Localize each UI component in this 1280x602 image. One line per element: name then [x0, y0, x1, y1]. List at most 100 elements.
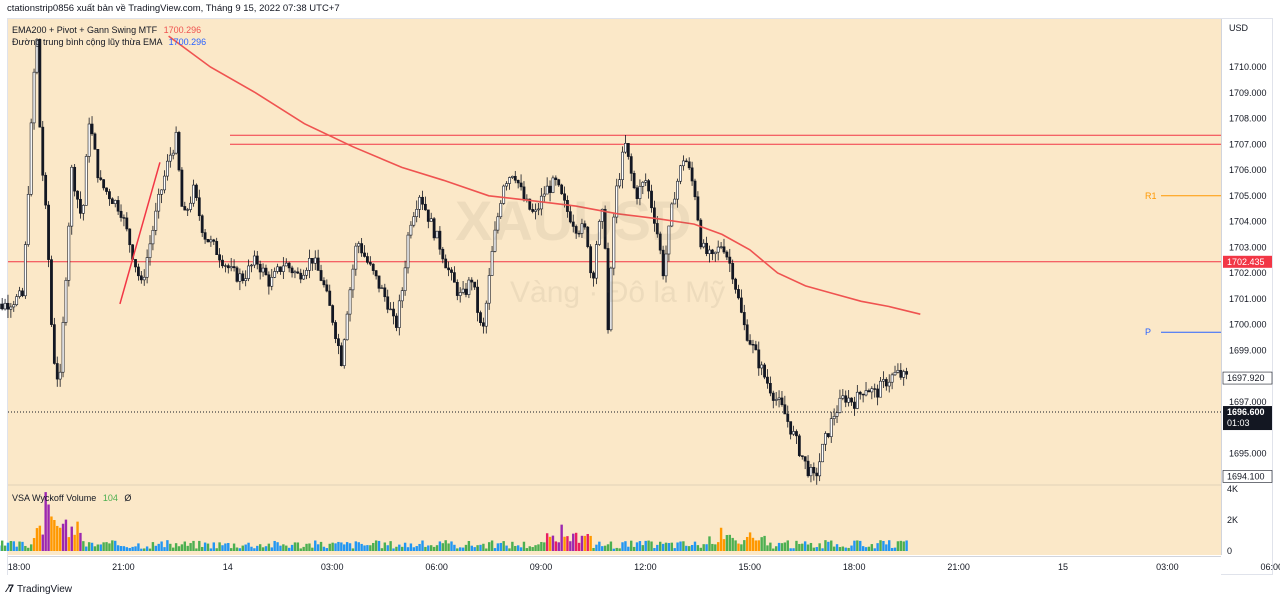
y-tick-label: 1709.000 [1229, 88, 1267, 98]
candle-body [890, 374, 894, 383]
volume-bar [476, 545, 479, 551]
volume-bar [128, 547, 131, 551]
candle-body [415, 208, 419, 217]
candle-body [35, 39, 39, 73]
volume-bar [554, 541, 558, 551]
volume-bar [415, 546, 418, 551]
candle-body [403, 267, 407, 291]
volume-bar [229, 548, 233, 551]
gann-swing-line[interactable] [119, 162, 161, 305]
candle-body [183, 206, 187, 211]
plot-area[interactable]: R1 P [0, 19, 1221, 555]
candle-body [513, 175, 517, 181]
x-tick-label: 12:00 [634, 562, 657, 572]
candle-body [893, 371, 897, 376]
candle-body [870, 388, 874, 393]
volume-bar [812, 547, 816, 551]
candle-body [397, 300, 401, 328]
candle-body [884, 379, 888, 387]
volume-bar [522, 541, 526, 551]
ema200-line[interactable] [168, 35, 921, 315]
candle-body [264, 267, 268, 276]
candle-body [829, 418, 833, 437]
candle-body [406, 234, 410, 269]
volume-bar [485, 548, 488, 551]
volume-bar [644, 540, 647, 551]
legend-line2[interactable]: Đường trung bình cộng lũy thừa EMA 1700.… [12, 37, 206, 47]
candle-body [664, 253, 668, 277]
volume-bar [716, 542, 720, 551]
volume-bar [499, 542, 502, 551]
volume-bar [337, 541, 340, 551]
price-chart-svg: R1 P [0, 35, 1221, 551]
candle-body [148, 243, 152, 258]
y-tick-label: 1702.000 [1229, 268, 1267, 278]
candle-body [290, 267, 294, 274]
volume-bar [763, 535, 766, 551]
candle-body [716, 246, 720, 253]
volume-bar [748, 532, 752, 551]
volume-bar [200, 546, 204, 551]
volume-bar [601, 546, 604, 551]
volume-bar [383, 542, 387, 551]
volume-bar [9, 541, 13, 551]
candle-body [464, 288, 468, 295]
volume-bar [238, 548, 242, 551]
volume-bar [725, 535, 729, 551]
volume-bar [261, 547, 265, 551]
candle-body [589, 246, 593, 274]
candle-body [44, 174, 48, 206]
volume-bar [766, 545, 769, 551]
volume-bar [85, 546, 88, 551]
candle-body [316, 257, 320, 271]
y-tick-label: 1697.000 [1229, 397, 1267, 407]
legend-line1[interactable]: EMA200 + Pivot + Gann Swing MTF 1700.296 [12, 25, 201, 35]
candle-body [23, 244, 27, 297]
candle-body [151, 230, 155, 245]
volume-bar [589, 535, 592, 551]
symbol-watermark: XAUUSD [455, 189, 692, 252]
candle-body [18, 290, 21, 297]
legend-volume[interactable]: VSA Wyckoff Volume 104 Ø [12, 493, 131, 503]
candle-body [667, 225, 671, 255]
y-tick-label: 1710.000 [1229, 62, 1267, 72]
volume-bar [363, 545, 366, 551]
volume-bar [287, 547, 291, 551]
volume-bar [792, 548, 795, 551]
candle-body [832, 416, 836, 419]
candle-body [687, 161, 691, 169]
volume-bar [772, 548, 775, 551]
footer[interactable]: ⁄7 TradingView [7, 583, 72, 595]
candle-body [789, 421, 793, 435]
candle-body [612, 216, 616, 269]
volume-bar [598, 541, 601, 551]
volume-bar [548, 536, 552, 551]
volume-bar [574, 532, 578, 551]
volume-bar [603, 545, 607, 551]
candle-body [55, 363, 59, 380]
volume-bar [276, 542, 279, 551]
candle-body [800, 455, 804, 457]
volume-bar [131, 546, 134, 551]
candle-body [38, 39, 42, 128]
volume-bar [53, 520, 56, 551]
volume-bar [896, 541, 900, 551]
volume-bar [609, 541, 613, 551]
volume-bar [835, 544, 839, 551]
candle-body [337, 338, 340, 346]
volume-bar [134, 546, 137, 551]
volume-bar [905, 540, 908, 551]
volume-bar [734, 540, 737, 551]
candle-body [783, 404, 787, 415]
volume-bar [444, 540, 447, 551]
candle-body [302, 274, 306, 280]
candle-body [864, 390, 868, 396]
time-axis[interactable]: 18:00 21:00 14 03:00 06:00 09:00 12:00 15:00 18:… [8, 556, 1280, 575]
volume-bar [780, 543, 784, 551]
candle-body [571, 221, 575, 227]
candle-body [345, 313, 349, 341]
volume-bar [328, 543, 331, 551]
volume-bar [314, 540, 317, 551]
volume-bar [241, 545, 244, 551]
price-axis[interactable]: USD 1710.000 1709.000 1708.000 1707.000 1706.… [1221, 19, 1273, 556]
